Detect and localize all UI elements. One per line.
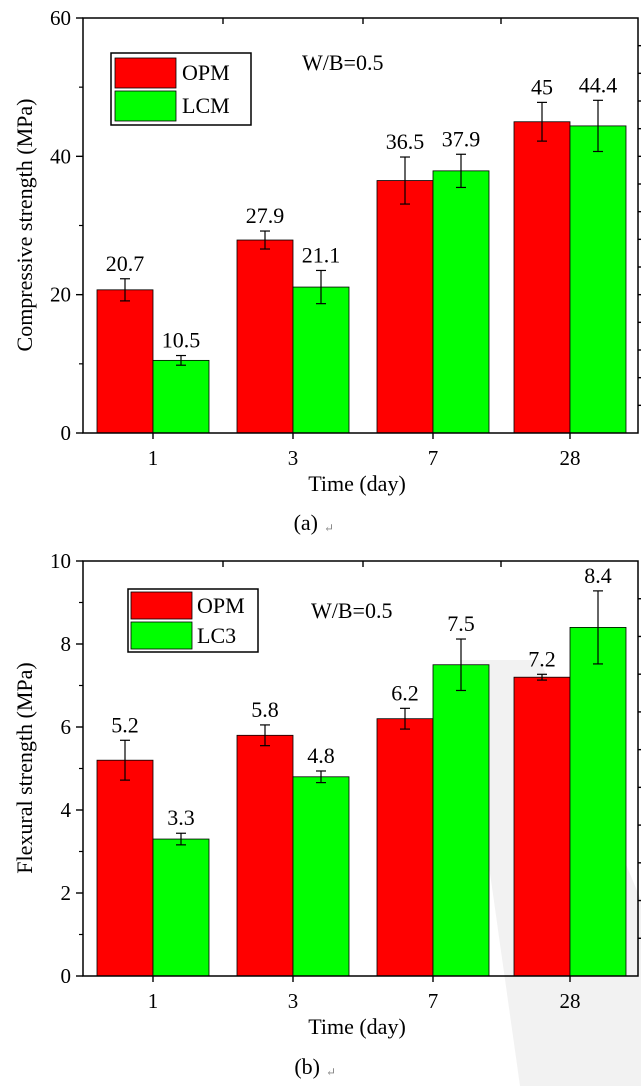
panel-b-bar-opm	[513, 676, 571, 977]
panel-b-legend-swatch-opm	[130, 591, 193, 620]
panel-a-y-tick-label: 20	[50, 283, 71, 307]
panel-b-x-tick-label: 3	[288, 989, 299, 1013]
panel-b-data-label: 5.8	[251, 697, 279, 722]
panel-b-caption: (b)	[294, 1054, 320, 1079]
panel-b-bar-lc3	[152, 838, 210, 977]
panel-b-data-label: 3.3	[167, 805, 195, 830]
panel-b-bar-opm	[96, 759, 154, 977]
panel-b-y-tick-label: 0	[61, 964, 72, 988]
panel-a-bar-opm	[236, 239, 294, 434]
panel-b-bar-opm	[376, 718, 434, 977]
panel-a-legend: OPM LCM	[110, 52, 252, 126]
panel-a-x-tick-label: 7	[428, 446, 439, 470]
panel-b-y-tick-label: 4	[61, 798, 72, 822]
panel-b-x-axis-label: Time (day)	[308, 1014, 406, 1039]
panel-b-data-label: 6.2	[391, 680, 419, 705]
panel-b-data-label: 8.4	[584, 563, 612, 588]
panel-a-legend-label-opm: OPM	[182, 60, 230, 85]
panel-b-legend-label-opm: OPM	[197, 593, 245, 618]
panel-a-bar-opm	[376, 180, 434, 434]
panel-a-bar-opm	[513, 121, 571, 434]
panel-a-data-label: 27.9	[246, 203, 285, 228]
panel-b-data-label: 7.2	[528, 646, 556, 671]
panel-a-data-label: 10.5	[162, 328, 201, 353]
panel-b-bar-lc3	[569, 627, 627, 977]
panel-b-bar-opm	[236, 734, 294, 977]
panel-a-x-tick-label: 3	[288, 446, 299, 470]
panel-a-caption: (a)	[294, 510, 318, 535]
panel-b-y-tick-label: 6	[61, 715, 72, 739]
panel-a-legend-label-lcm: LCM	[182, 93, 230, 118]
panel-a-y-axis-label: Compressive strength (MPa)	[12, 99, 37, 352]
panel-b-x-tick-label: 28	[560, 989, 581, 1013]
panel-b-x-tick-label: 7	[428, 989, 439, 1013]
panel-b-caption-mark: ↵	[326, 1065, 336, 1079]
panel-a-x-tick-label: 28	[560, 446, 581, 470]
panel-a-data-label: 45	[531, 74, 553, 99]
panel-a-data-label: 37.9	[442, 126, 481, 151]
panel-b-legend: OPM LC3	[127, 588, 259, 653]
panel-b-y-axis-label: Flexural strength (MPa)	[12, 662, 37, 873]
panel-a-y-tick-label: 40	[50, 144, 71, 168]
panel-b-bar-lc3	[292, 776, 350, 977]
panel-a-data-label: 36.5	[386, 129, 425, 154]
panel-a-legend-swatch-opm	[114, 57, 177, 89]
panel-a: 20.7 27.9 36.5 45 10.5 21.1 37.9 44.4 0 20 40 60 1 3…	[12, 6, 641, 535]
panel-a-bar-lcm	[152, 359, 210, 434]
panel-b-data-label: 5.2	[111, 712, 139, 737]
panel-a-x-axis-label: Time (day)	[308, 471, 406, 496]
panel-a-bar-opm	[96, 289, 154, 434]
panel-a-annotation: W/B=0.5	[302, 50, 383, 75]
panel-b-legend-swatch-lc3	[130, 621, 193, 650]
panel-a-bar-lcm	[569, 125, 627, 434]
panel-b-data-label: 4.8	[307, 743, 335, 768]
panel-a-legend-swatch-lcm	[114, 90, 177, 122]
panel-a-x-tick-label: 1	[148, 446, 159, 470]
panel-a-y-tick-label: 0	[61, 421, 72, 445]
panel-b-data-label: 7.5	[447, 611, 475, 636]
panel-b-x-tick-label: 1	[148, 989, 159, 1013]
panel-a-data-label: 44.4	[579, 72, 618, 97]
panel-b-legend-label-lc3: LC3	[197, 623, 236, 648]
panel-a-bars: 20.7 27.9 36.5 45 10.5 21.1 37.9 44.4	[96, 72, 627, 434]
panel-b: 5.2 5.8 6.2 7.2 3.3 4.8 7.5 8.4 0 2 4 6 8 10 1 3 7 28 Fl…	[12, 549, 641, 1079]
panel-a-caption-mark: ↵	[324, 521, 334, 535]
panel-b-bars: 5.2 5.8 6.2 7.2 3.3 4.8 7.5 8.4	[96, 563, 627, 977]
panel-a-data-label: 20.7	[106, 251, 145, 276]
panel-b-annotation: W/B=0.5	[311, 598, 392, 623]
panel-b-bar-lc3	[432, 664, 490, 977]
panel-b-y-tick-label: 8	[61, 632, 72, 656]
panel-a-bar-lcm	[432, 170, 490, 434]
panel-a-data-label: 21.1	[302, 242, 341, 267]
panel-a-bar-lcm	[292, 286, 350, 434]
panel-a-y-tick-label: 60	[50, 6, 71, 30]
panel-b-y-tick-label: 10	[50, 549, 71, 573]
panel-b-y-tick-label: 2	[61, 881, 72, 905]
